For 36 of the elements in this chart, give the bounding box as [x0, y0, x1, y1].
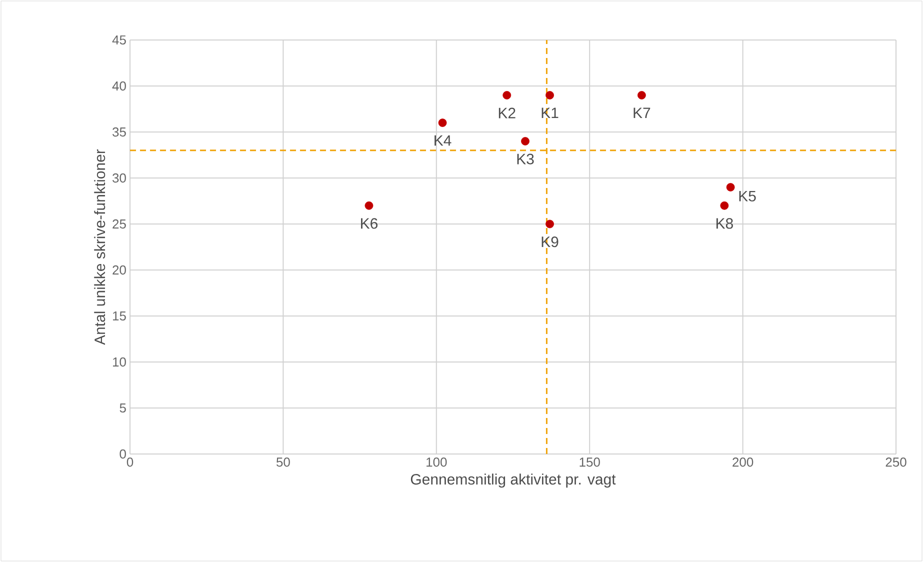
annotation: K1 [542, 108, 558, 118]
x-tick-label: 100 [426, 458, 447, 467]
x-tick-label: 150 [580, 458, 600, 467]
annotation: K4 [434, 135, 452, 146]
point [364, 201, 374, 210]
y-tick-label: 35 [112, 127, 126, 137]
point [502, 90, 512, 100]
x-tick-label: 250 [886, 458, 906, 467]
point [546, 90, 554, 100]
annotation: K8 [716, 218, 733, 229]
point [637, 90, 646, 100]
annotation: K9 [542, 236, 558, 248]
x-tick-label: 0 [126, 458, 134, 467]
y-tick-label: 15 [112, 311, 126, 321]
point [726, 182, 735, 192]
annotation: K5 [739, 190, 756, 202]
y-tick-label: 0 [120, 449, 126, 459]
y-tick-label: 20 [112, 265, 126, 275]
annotation: K3 [517, 154, 534, 164]
point [521, 136, 530, 146]
y-tick-label: 45 [112, 35, 126, 45]
x-axis-title: Gennemsnitlig aktivitet pr. vagt [410, 474, 616, 488]
y-axis-title: Antal unikke skrive-funktioner [94, 149, 106, 345]
x-tick-label: 50 [276, 458, 290, 467]
y-tick-label: 40 [112, 81, 126, 91]
annotation: K7 [634, 108, 650, 118]
annotation: K2 [498, 108, 516, 118]
y-tick-label: 30 [112, 173, 126, 183]
x-tick-label: 200 [732, 458, 754, 467]
point [720, 201, 729, 210]
y-tick-label: 10 [112, 357, 126, 367]
y-tick-label: 25 [112, 219, 126, 229]
annotation: K6 [361, 218, 378, 229]
y-tick-label: 5 [120, 403, 126, 413]
point [438, 118, 447, 127]
point [546, 220, 554, 228]
